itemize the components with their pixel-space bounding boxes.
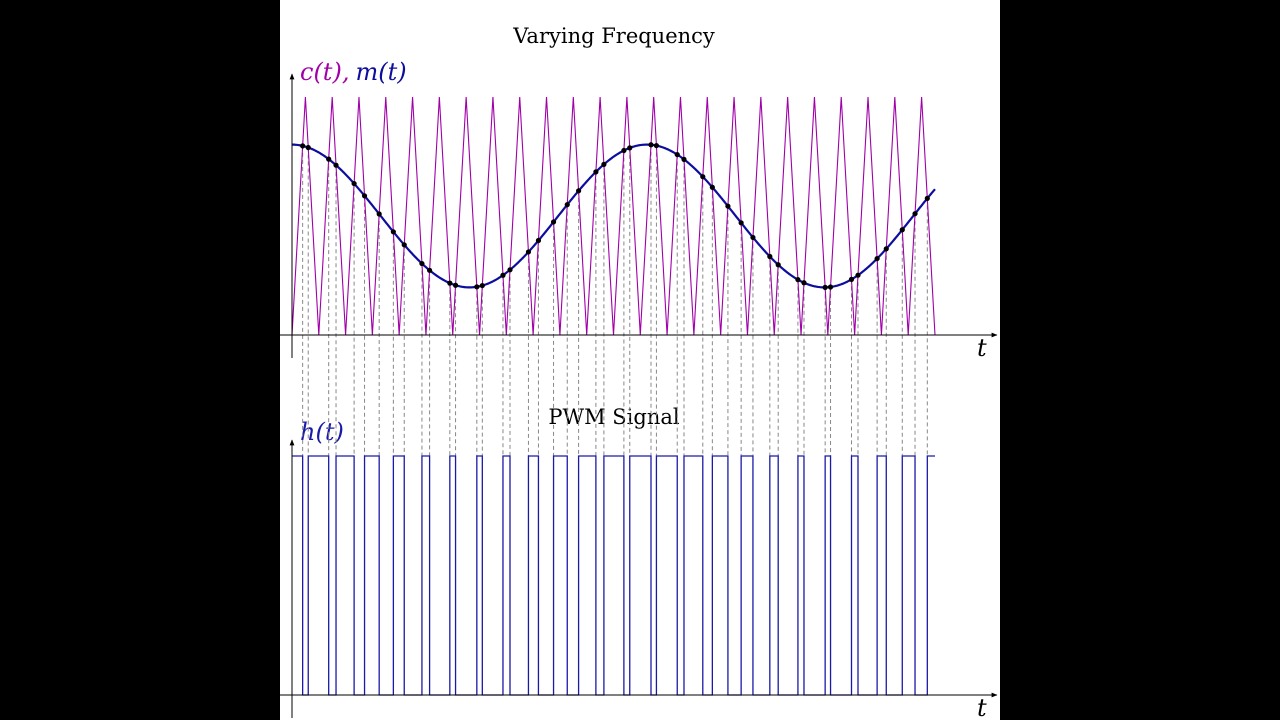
intersection-point <box>447 280 453 286</box>
intersection-point <box>419 260 425 267</box>
figure-panel: Varying Frequency PWM Signal c(t), m(t) h… <box>280 0 1000 720</box>
intersection-point <box>648 142 654 148</box>
intersection-point <box>479 282 485 289</box>
intersection-point <box>822 284 828 290</box>
intersection-point <box>924 195 930 201</box>
carrier-signal-c <box>291 96 936 336</box>
intersection-point <box>593 169 599 175</box>
intersection-point <box>767 253 773 260</box>
intersection-point <box>899 227 905 233</box>
intersection-point <box>725 203 731 209</box>
intersection-point <box>550 219 557 225</box>
intersection-point <box>351 180 357 187</box>
bottom-ylabel: h(t) <box>300 418 344 446</box>
intersection-point <box>653 142 660 149</box>
intersection-point <box>848 276 855 282</box>
intersection-point <box>452 282 459 288</box>
intersection-point <box>333 162 339 168</box>
intersection-point <box>575 188 582 194</box>
intersection-point <box>426 267 433 273</box>
intersection-point <box>674 151 680 158</box>
intersection-point <box>535 237 542 244</box>
modulating-signal-m <box>291 143 936 289</box>
carrier-label: c(t) <box>300 58 342 86</box>
intersection-point <box>525 249 532 255</box>
intersection-point <box>305 144 311 151</box>
intersection-point <box>750 234 756 241</box>
pwm-diagram: Varying Frequency PWM Signal c(t), m(t) h… <box>280 24 998 720</box>
intersection-point <box>500 272 506 278</box>
pwm-signal-h <box>292 455 935 696</box>
bottom-xlabel: t <box>977 694 987 720</box>
intersection-point <box>795 277 801 283</box>
intersection-point <box>390 229 396 235</box>
intersection-point <box>326 156 332 162</box>
intersection-point <box>709 184 715 190</box>
modulating-label: m(t) <box>355 58 406 86</box>
top-ylabel: c(t), m(t) <box>300 58 407 86</box>
label-comma: , <box>342 58 350 86</box>
intersection-point <box>855 272 861 278</box>
intersection-point <box>874 255 880 262</box>
intersection-point <box>883 246 889 252</box>
intersection-point <box>621 147 627 154</box>
intersection-point <box>775 262 781 268</box>
intersection-point <box>361 193 368 199</box>
intersection-point <box>912 211 918 217</box>
intersection-point <box>700 174 706 180</box>
top-xlabel: t <box>977 334 987 362</box>
intersection-point <box>601 161 607 167</box>
bottom-title: PWM Signal <box>548 405 679 429</box>
intersection-point <box>827 284 834 290</box>
intersection-point <box>681 156 687 162</box>
intersection-point <box>507 267 513 273</box>
intersection-point <box>801 280 807 286</box>
intersection-point <box>401 242 407 248</box>
intersection-point <box>474 284 480 290</box>
intersection-point <box>376 211 382 217</box>
top-title: Varying Frequency <box>512 24 715 48</box>
intersection-point <box>564 202 570 208</box>
intersection-point <box>300 143 306 149</box>
intersection-point <box>627 145 633 151</box>
intersection-point <box>738 220 744 226</box>
